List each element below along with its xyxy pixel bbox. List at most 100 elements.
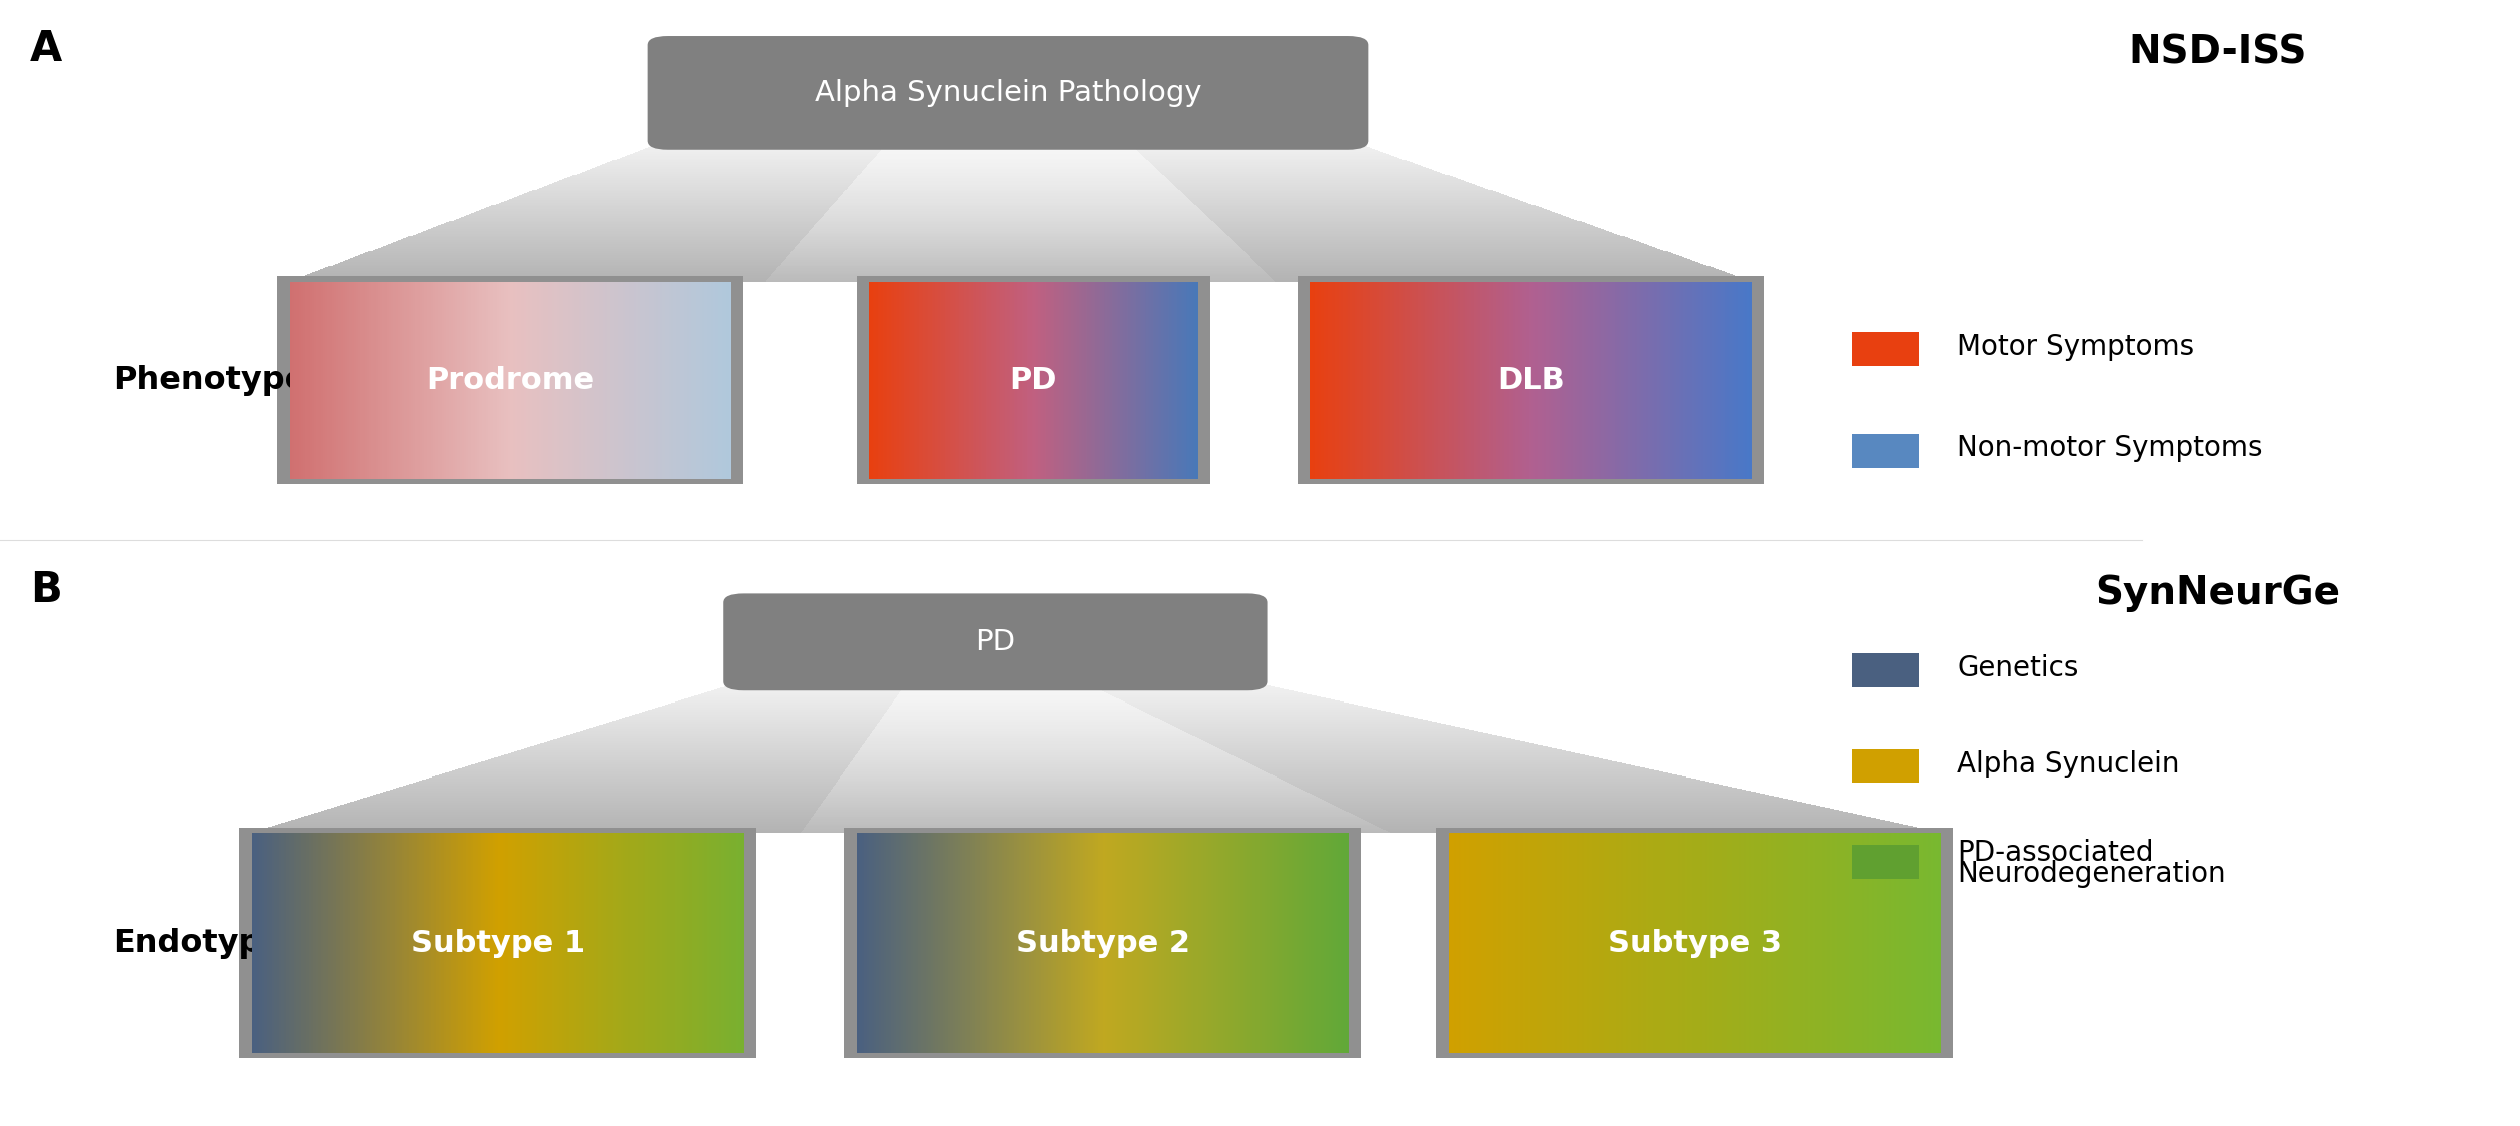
Bar (948, 833, 950, 1053)
Bar (658, 833, 660, 1053)
Bar (665, 833, 668, 1053)
Bar (1638, 282, 1641, 479)
Bar (466, 282, 469, 479)
Bar (693, 282, 696, 479)
Bar (1751, 833, 1754, 1053)
Bar (552, 282, 554, 479)
Bar (353, 282, 355, 479)
Bar (423, 282, 426, 479)
Bar (998, 833, 1000, 1053)
Bar (600, 833, 605, 1053)
Bar (670, 282, 673, 479)
Bar (1850, 833, 1852, 1053)
Bar (481, 833, 484, 1053)
Bar (1910, 833, 1913, 1053)
Bar (383, 282, 386, 479)
Bar (1479, 282, 1482, 479)
Bar (602, 282, 605, 479)
Bar (459, 282, 461, 479)
Bar (282, 833, 285, 1053)
Bar (1721, 282, 1724, 479)
Bar (1638, 282, 1641, 479)
Bar (658, 282, 660, 479)
Bar (1338, 833, 1341, 1053)
Bar (292, 833, 295, 1053)
Bar (706, 833, 711, 1053)
Bar (529, 282, 532, 479)
Bar (1452, 833, 1454, 1053)
Bar (580, 833, 582, 1053)
Bar (1467, 282, 1469, 479)
Bar (698, 833, 703, 1053)
Bar (444, 282, 446, 479)
Bar (645, 833, 648, 1053)
Bar (438, 833, 441, 1053)
Bar (1542, 833, 1545, 1053)
Bar (501, 833, 507, 1053)
Bar (597, 833, 600, 1053)
Bar (423, 833, 426, 1053)
Bar (633, 282, 635, 479)
Bar (643, 833, 645, 1053)
Bar (723, 833, 726, 1053)
Bar (562, 282, 564, 479)
Bar (1333, 833, 1336, 1053)
Bar (1666, 833, 1668, 1053)
Bar (930, 833, 932, 1053)
Bar (1318, 282, 1320, 479)
Bar (277, 833, 280, 1053)
Bar (1164, 833, 1167, 1053)
Bar (1336, 282, 1338, 479)
Bar (726, 833, 728, 1053)
Bar (874, 833, 877, 1053)
Bar (1537, 833, 1540, 1053)
Bar (451, 282, 454, 479)
Bar (907, 833, 912, 1053)
Bar (1719, 833, 1721, 1053)
Bar (348, 282, 350, 479)
Bar (968, 833, 970, 1053)
Text: B: B (30, 569, 63, 610)
Bar (1656, 282, 1658, 479)
Bar (617, 833, 620, 1053)
Bar (403, 282, 408, 479)
Bar (1812, 833, 1814, 1053)
Bar (1331, 282, 1333, 479)
Bar (675, 833, 678, 1053)
Bar (1474, 833, 1477, 1053)
Bar (1552, 833, 1555, 1053)
Bar (338, 833, 340, 1053)
Bar (650, 282, 653, 479)
Bar (436, 282, 438, 479)
Bar (917, 833, 922, 1053)
Bar (1457, 282, 1459, 479)
Bar (1608, 833, 1613, 1053)
Bar (1313, 282, 1315, 479)
Bar (895, 833, 897, 1053)
Bar (950, 833, 953, 1053)
Bar (1646, 833, 1648, 1053)
Bar (698, 282, 701, 479)
Bar (648, 282, 650, 479)
Bar (1343, 282, 1346, 479)
Bar (1419, 282, 1421, 479)
Bar (630, 833, 633, 1053)
Bar (975, 833, 978, 1053)
Bar (1706, 833, 1711, 1053)
Bar (1678, 833, 1681, 1053)
Bar (973, 833, 975, 1053)
Bar (1787, 833, 1789, 1053)
Bar (1641, 282, 1643, 479)
Bar (1527, 282, 1530, 479)
Bar (1263, 833, 1265, 1053)
Bar (1633, 282, 1635, 479)
Bar (1772, 833, 1774, 1053)
Bar (663, 282, 665, 479)
Bar (557, 833, 559, 1053)
Bar (615, 282, 620, 479)
Bar (509, 282, 514, 479)
Bar (1116, 833, 1121, 1053)
Bar (1769, 833, 1772, 1053)
Bar (673, 833, 675, 1053)
Bar (1731, 282, 1734, 479)
